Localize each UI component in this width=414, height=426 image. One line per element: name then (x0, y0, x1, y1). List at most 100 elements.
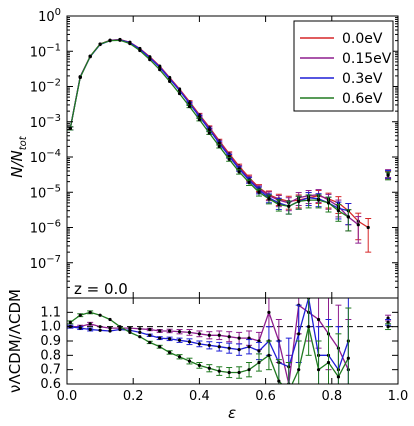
data-point (326, 201, 331, 205)
lower-y-axis-label: νΛCDM/ΛCDM (6, 289, 24, 393)
lower-plot-area (67, 298, 398, 384)
data-point (247, 368, 251, 372)
legend-box (293, 20, 394, 112)
data-point (168, 350, 172, 355)
data-point (118, 327, 122, 332)
data-point (207, 127, 211, 132)
data-point (307, 198, 311, 202)
data-point (257, 190, 261, 194)
legend-label: 0.3eV (342, 71, 383, 87)
data-point (98, 328, 102, 332)
data-point (88, 54, 92, 58)
data-point (267, 353, 271, 357)
data-point (316, 317, 321, 322)
data-point (118, 325, 122, 329)
redshift-annotation: z = 0.0 (74, 280, 128, 298)
x-tick-label: 0.0 (57, 389, 78, 404)
x-tick-label: 0.4 (189, 389, 210, 404)
data-point (118, 38, 122, 42)
x-tick-label: 0.2 (123, 389, 144, 404)
data-point (138, 48, 142, 53)
legend-label: 0.15eV (342, 51, 392, 67)
data-point (227, 370, 231, 375)
lower-y-tick-label: 0.6 (40, 377, 61, 392)
data-point (168, 79, 172, 83)
data-point (88, 322, 92, 326)
legend-label: 0.0eV (342, 31, 383, 47)
data-point (356, 223, 360, 227)
upper-y-tick-label: 100 (38, 7, 61, 25)
data-point (197, 114, 201, 119)
lower-axes-frame (66, 297, 399, 385)
data-point (227, 157, 231, 161)
data-point (267, 197, 271, 201)
data-point (177, 338, 182, 342)
data-point (138, 327, 142, 331)
ylabel-sub: tot (18, 135, 29, 150)
upper-y-tick-label: 10−5 (30, 183, 61, 201)
data-point (277, 202, 281, 207)
data-point (158, 68, 162, 72)
data-point (98, 313, 102, 317)
data-point (386, 173, 390, 178)
data-point (366, 225, 370, 230)
data-point (336, 209, 341, 213)
data-point (78, 326, 82, 330)
data-point (168, 337, 172, 341)
data-point (217, 141, 221, 145)
data-point (316, 198, 321, 202)
data-point (187, 101, 192, 106)
data-point (227, 154, 231, 158)
data-point (316, 368, 321, 372)
upper-y-tick-label: 10−3 (30, 113, 61, 131)
data-point (88, 310, 92, 314)
ylabel-n: N/N (8, 150, 26, 178)
x-tick-label: 0.8 (321, 389, 342, 404)
lower-y-tick-label: 1.1 (40, 305, 61, 320)
data-point (237, 370, 241, 375)
data-point (158, 65, 162, 69)
data-point (277, 379, 281, 383)
data-point (108, 39, 112, 43)
data-point (158, 345, 162, 349)
upper-y-tick-label: 10−1 (30, 42, 61, 60)
data-point (158, 336, 162, 340)
data-point (336, 375, 341, 379)
data-point (326, 360, 331, 365)
data-point (148, 340, 152, 345)
lower-y-tick-label: 0.7 (40, 363, 61, 378)
data-point (217, 345, 221, 349)
data-point (237, 336, 241, 340)
data-point (138, 335, 142, 339)
data-point (187, 340, 192, 344)
data-point (207, 366, 211, 370)
lower-y-tick-label: 0.9 (40, 334, 61, 349)
x-tick-label: 0.6 (255, 389, 276, 404)
upper-y-axis-label: N/Ntot (8, 135, 29, 178)
data-point (307, 325, 311, 329)
data-point (247, 336, 251, 340)
data-point (177, 91, 182, 96)
data-point (207, 333, 211, 337)
data-point (128, 330, 132, 334)
data-point (197, 342, 201, 346)
data-point (287, 204, 291, 208)
data-point (217, 333, 221, 337)
data-point (187, 359, 192, 363)
data-point (257, 349, 261, 353)
data-point (207, 131, 211, 135)
x-axis-label: ε (228, 404, 236, 422)
data-point (78, 313, 82, 317)
data-point (257, 339, 261, 343)
data-point (78, 75, 82, 80)
data-point (197, 332, 201, 336)
data-point (297, 199, 301, 204)
data-point (177, 355, 182, 359)
data-point (177, 330, 182, 334)
upper-y-tick-label: 10−4 (30, 148, 61, 166)
upper-y-tick-label: 10−6 (30, 219, 61, 237)
data-point (148, 333, 152, 337)
data-point (247, 345, 251, 349)
lower-y-tick-label: 1.0 (40, 320, 61, 335)
